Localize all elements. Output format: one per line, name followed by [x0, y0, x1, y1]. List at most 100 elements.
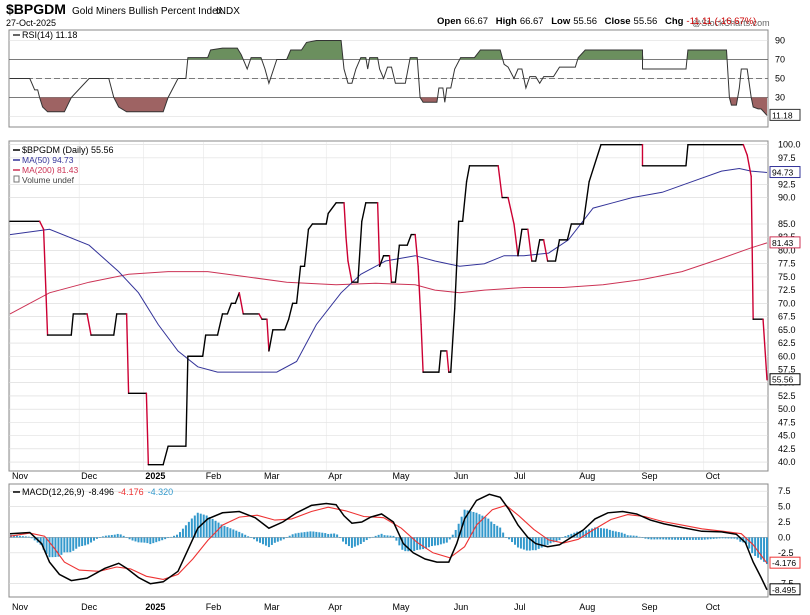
macd-histogram-bar: [238, 531, 241, 538]
macd-histogram-bar: [342, 537, 345, 542]
macd-histogram-bar: [757, 537, 760, 558]
macd-histogram-bar: [469, 511, 472, 538]
x-tick-label: 2025: [145, 471, 165, 481]
macd-histogram-bar: [567, 534, 570, 538]
price-tick-label: 70.0: [778, 298, 796, 308]
price-segment: [685, 143, 689, 167]
macd-histogram-bar: [463, 509, 466, 538]
macd-histogram-bar: [448, 537, 451, 540]
macd-histogram-bar: [682, 537, 685, 540]
macd-histogram-bar: [401, 537, 404, 550]
volume-legend-text: Volume undef: [22, 175, 75, 185]
macd-histogram-bar: [709, 537, 712, 540]
price-segment: [746, 154, 752, 178]
macd-histogram-bar: [244, 534, 247, 538]
macd-histogram-bar: [336, 534, 339, 538]
x-tick-label: Aug: [579, 602, 595, 612]
macd-histogram-bar: [93, 537, 96, 541]
price-segment: [238, 292, 244, 315]
price-tick-label: 97.5: [778, 153, 796, 163]
macd-histogram-bar: [635, 535, 638, 538]
macd-histogram-bar: [442, 537, 445, 544]
macd-histogram-bar: [33, 537, 36, 541]
macd-histogram-bar: [457, 523, 460, 538]
macd-histogram-bar: [122, 535, 125, 538]
macd-histogram-bar: [176, 534, 179, 538]
macd-histogram-bar: [472, 511, 475, 538]
macd-histogram-bar: [315, 531, 318, 538]
price-segment: [327, 202, 337, 215]
macd-histogram-bar: [259, 537, 262, 543]
macd-histogram-bar: [211, 518, 214, 538]
macd-histogram-bar: [528, 537, 531, 551]
macd-histogram-bar: [555, 537, 558, 542]
signal-value-tag: -4.176: [769, 556, 801, 569]
price-segment: [113, 313, 118, 336]
macd-histogram-bar: [653, 537, 656, 540]
macd-histogram-bar: [617, 532, 620, 538]
macd-histogram-bar: [561, 537, 564, 538]
macd-histogram-bar: [84, 537, 87, 546]
price-segment: [535, 239, 541, 262]
macd-histogram-bar: [184, 525, 187, 538]
price-segment: [446, 350, 450, 373]
price-segment: [417, 265, 422, 326]
price-legend: $BPGDM (Daily) 55.56 MA(50) 94.73 MA(200…: [13, 145, 114, 185]
price-segment: [162, 445, 169, 466]
price-segment: [295, 265, 302, 305]
price-segment: [461, 180, 468, 223]
macd-histogram-bar: [12, 535, 15, 538]
price-segment: [554, 239, 561, 262]
macd-histogram-bar: [641, 537, 644, 538]
price-panel: 100.097.592.590.085.082.580.077.575.072.…: [9, 140, 801, 470]
ma50-legend-text: MA(50) 94.73: [22, 155, 74, 165]
macd-histogram-bar: [116, 533, 119, 538]
macd-histogram-bar: [697, 537, 700, 540]
macd-histogram-bar: [128, 537, 131, 540]
price-segment: [542, 239, 549, 262]
ma200-line: [9, 242, 768, 315]
macd-histogram-bar: [591, 528, 594, 538]
macd-histogram-bar: [419, 537, 422, 550]
price-tick-label: 85.0: [778, 219, 796, 229]
price-segment: [325, 212, 329, 225]
macd-histogram-bar: [347, 537, 350, 547]
macd-histogram-bar: [478, 514, 481, 538]
macd-histogram-bar: [303, 532, 306, 538]
macd-histogram-bar: [516, 537, 519, 548]
rsi-tick-label: 70: [775, 55, 785, 65]
price-tick-label: 60.0: [778, 351, 796, 361]
macd-histogram-bar: [733, 537, 736, 539]
price-segment: [70, 313, 74, 336]
macd-histogram-bar: [629, 535, 632, 538]
macd-histogram-bar: [276, 537, 279, 542]
price-segment: [234, 292, 240, 305]
x-tick-label: Oct: [706, 471, 721, 481]
macd-histogram-bar: [279, 537, 282, 541]
price-tick-label: 75.0: [778, 272, 796, 282]
price-segment: [388, 255, 393, 283]
ma50-line: [9, 167, 768, 373]
macd-histogram-bar: [499, 527, 502, 538]
price-segment: [145, 392, 150, 466]
macd-legend-text: MACD(12,26,9) -8.496 -4.176 -4.320: [22, 487, 173, 497]
price-segment: [38, 220, 45, 230]
price-segment: [86, 313, 92, 336]
macd-histogram-bar: [751, 537, 754, 554]
macd-histogram-bar: [285, 537, 288, 538]
macd-histogram-bar: [623, 533, 626, 538]
macd-histogram-bar: [416, 537, 419, 550]
macd-histogram-bar: [54, 537, 57, 558]
x-tick-label: Nov: [12, 602, 29, 612]
macd-histogram-bar: [261, 537, 264, 545]
macd-histogram-bar: [125, 537, 128, 538]
macd-histogram-bar: [736, 537, 739, 540]
macd-histogram-bar: [223, 525, 226, 538]
macd-histogram-bar: [119, 534, 122, 538]
macd-histogram-bar: [270, 537, 273, 545]
macd-histogram-bar: [626, 535, 629, 538]
price-segment: [454, 220, 460, 310]
macd-histogram-bar: [454, 529, 457, 538]
macd-tick-label: 2.5: [778, 517, 791, 527]
